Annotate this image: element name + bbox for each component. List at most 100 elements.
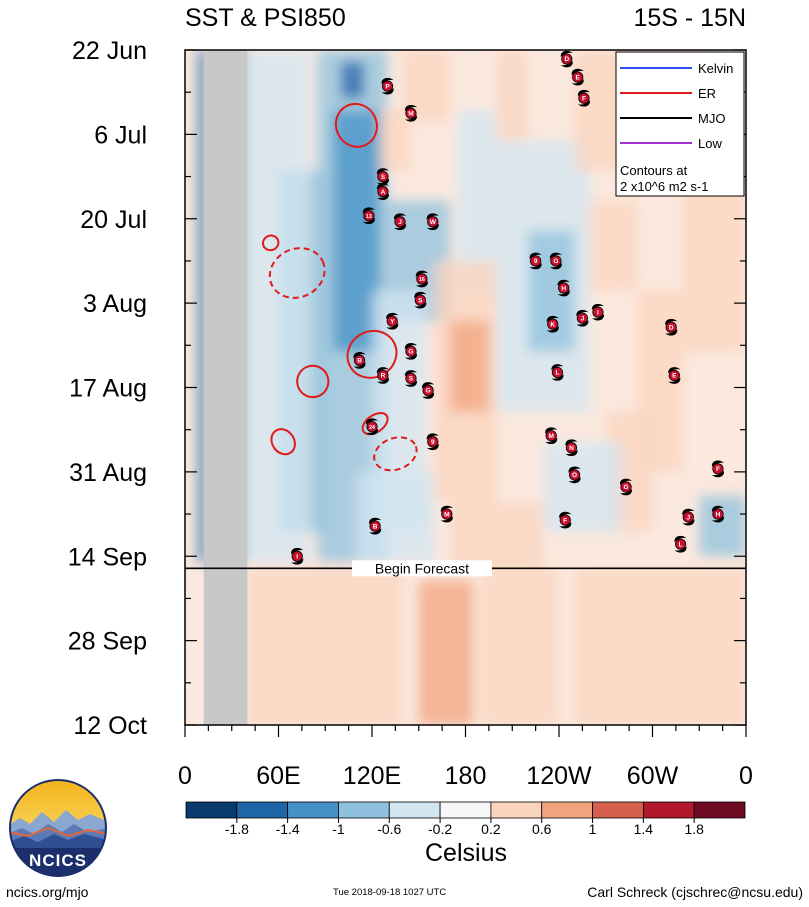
- chart-title: SST & PSI850: [185, 4, 346, 32]
- storm-marker: S: [414, 291, 427, 309]
- storm-label: 9: [534, 258, 538, 265]
- storm-label: G: [623, 484, 628, 491]
- legend-note-1: Contours at: [620, 163, 688, 178]
- colorbar-swatch: [185, 801, 238, 819]
- storm-label: 24: [369, 425, 375, 431]
- sst-patch: [699, 495, 746, 557]
- colorbar-label: 1: [589, 821, 597, 837]
- storm-label: E: [672, 373, 677, 380]
- storm-label: G: [408, 349, 413, 356]
- colorbar-label: 1.8: [684, 821, 704, 837]
- storm-marker: K: [546, 315, 559, 333]
- storm-marker: D: [665, 318, 678, 336]
- storm-marker: S: [404, 370, 418, 387]
- sst-patch: [590, 200, 637, 292]
- storm-marker: I: [591, 303, 605, 321]
- sst-patch: [418, 580, 474, 725]
- sst-patch: [247, 568, 404, 725]
- land-mask: [203, 50, 248, 725]
- sst-patch: [449, 321, 489, 412]
- footer-author: Carl Schreck (cjschrec@ncsu.edu): [587, 884, 803, 900]
- storm-marker: R: [376, 367, 389, 384]
- colorbar-label: 0.2: [481, 821, 501, 837]
- sst-patch: [481, 568, 559, 725]
- colorbar-swatch: [338, 801, 390, 819]
- storm-marker: A: [376, 183, 389, 200]
- storm-label: J: [687, 514, 691, 521]
- er-contours: [261, 102, 418, 472]
- storm-marker: S: [376, 168, 389, 185]
- storm-marker: W: [426, 213, 439, 231]
- sst-patch: [356, 471, 435, 563]
- storm-label: L: [679, 541, 683, 548]
- y-tick-label: 3 Aug: [83, 290, 147, 318]
- storm-marker: G: [549, 252, 562, 270]
- storm-label: 16: [419, 277, 425, 283]
- storm-marker: P: [381, 77, 394, 95]
- storm-marker: L: [551, 364, 564, 381]
- storm-marker: E: [571, 68, 584, 86]
- footer-site[interactable]: ncics.org/mjo: [6, 884, 89, 900]
- storm-marker: O: [568, 466, 581, 484]
- storm-label: J: [398, 219, 402, 226]
- storm-label: L: [555, 370, 559, 377]
- storm-label: P: [385, 83, 390, 90]
- storm-marker: 13: [362, 207, 375, 225]
- colorbar-label: -0.6: [377, 821, 401, 837]
- colorbar-label: 1.4: [634, 821, 654, 837]
- storm-label: B: [373, 523, 378, 530]
- storm-marker: F: [577, 89, 591, 107]
- y-tick-label: 28 Sep: [68, 628, 147, 656]
- x-tick-label: 120W: [526, 762, 592, 790]
- sst-patch: [449, 502, 544, 569]
- storm-marker: M: [440, 505, 453, 523]
- storm-markers: D E F P M S A 13 J W 9 G 16 H S J I K D Y B G R S L G E 24 M N 9 F O G M F B…: [291, 50, 725, 565]
- y-axis: 22 Jun 6 Jul 20 Jul 3 Aug 17 Aug 31 Aug 14 Sep…: [68, 37, 746, 740]
- er-contour: [261, 234, 280, 252]
- y-tick-label: 6 Jul: [94, 121, 147, 149]
- ncics-logo: NCICS: [9, 779, 107, 877]
- y-tick-label: 20 Jul: [80, 206, 147, 234]
- storm-marker: M: [404, 104, 418, 122]
- y-tick-label: 14 Sep: [68, 543, 147, 571]
- storm-marker: 9: [529, 252, 542, 270]
- legend-note-2: 2 x10^6 m2 s-1: [620, 179, 708, 194]
- y-tick-label: 22 Jun: [72, 37, 147, 65]
- storm-label: S: [418, 297, 423, 304]
- x-tick-label: 120E: [343, 762, 401, 790]
- storm-label: M: [548, 433, 553, 440]
- storm-label: W: [430, 219, 437, 226]
- x-axis: 0 60E 120E 180 120W 60W 0: [178, 725, 753, 790]
- colorbar-label: 0.6: [532, 821, 552, 837]
- colorbar-swatch: [541, 801, 593, 819]
- storm-marker: B: [353, 352, 366, 369]
- legend-label: MJO: [698, 111, 725, 126]
- storm-label: G: [426, 388, 431, 395]
- sst-patch: [496, 50, 528, 141]
- y-tick-label: 31 Aug: [69, 459, 147, 487]
- storm-label: Y: [390, 318, 395, 325]
- er-contour-dashed: [373, 436, 418, 472]
- er-contour: [270, 428, 296, 456]
- storm-marker: F: [711, 460, 725, 478]
- colorbar-swatch: [693, 801, 746, 819]
- storm-label: N: [569, 445, 574, 452]
- storm-marker: G: [422, 382, 435, 399]
- x-tick-label: 0: [739, 762, 753, 790]
- y-tick-label: 12 Oct: [73, 712, 147, 740]
- er-contour: [361, 412, 389, 436]
- storm-label: D: [669, 324, 674, 331]
- colorbar-label: -1.8: [225, 821, 249, 837]
- x-tick-label: 180: [445, 762, 487, 790]
- sst-patch: [543, 441, 622, 533]
- storm-marker: 16: [415, 270, 428, 288]
- storm-label: F: [582, 95, 586, 102]
- storm-label: G: [553, 258, 558, 265]
- storm-label: S: [381, 174, 386, 181]
- colorbar-swatch: [287, 801, 339, 819]
- storm-label: B: [357, 358, 362, 365]
- storm-marker: J: [393, 213, 407, 231]
- footer-timestamp: Tue 2018-09-18 1027 UTC: [333, 887, 447, 898]
- storm-label: H: [716, 511, 721, 518]
- storm-label: M: [408, 110, 413, 117]
